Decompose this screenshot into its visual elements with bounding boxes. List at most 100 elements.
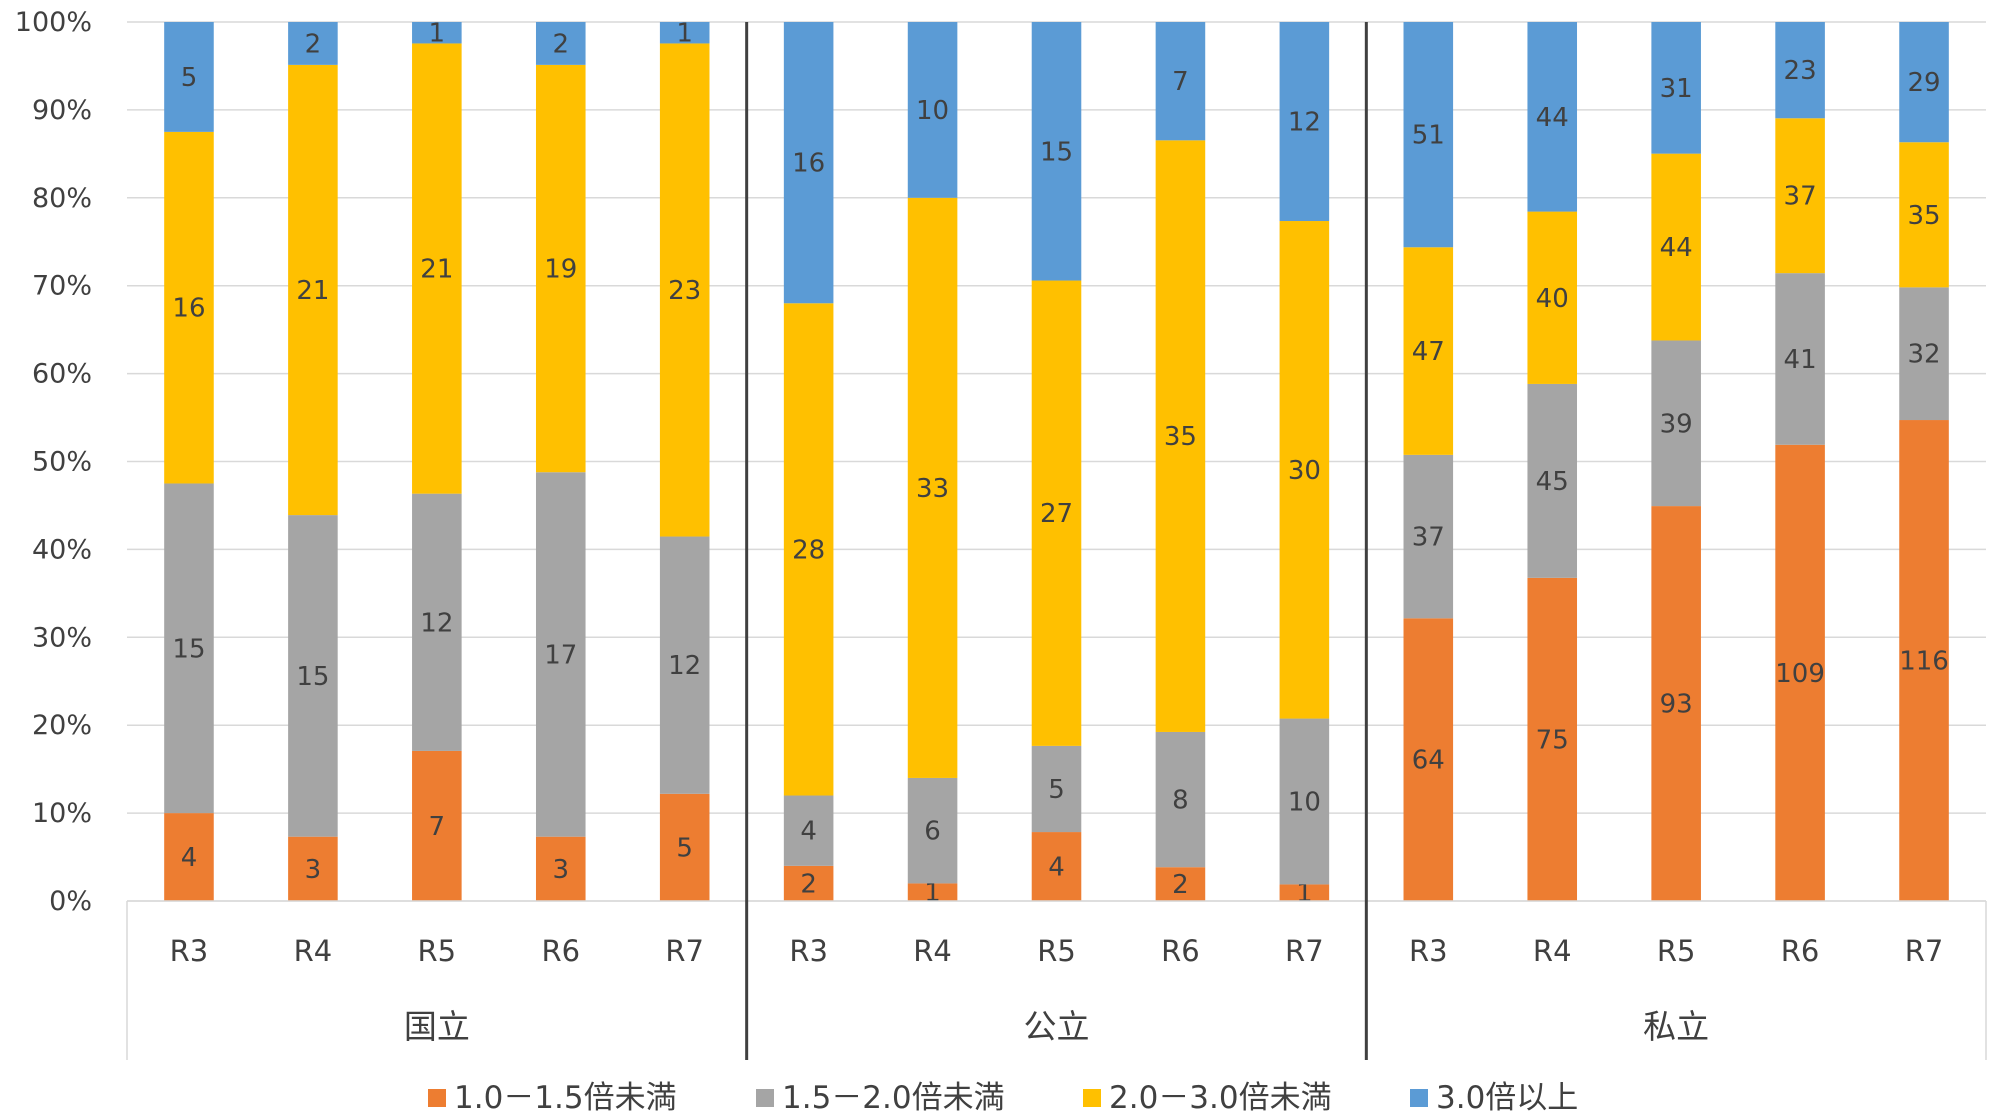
data-label: 1: [676, 19, 693, 49]
x-tick-label: R4: [913, 934, 952, 968]
segment-2-0-3-0: [164, 131, 214, 484]
segment-2-0-3-0: [1031, 280, 1082, 746]
segment-1-5-2-0: [1155, 731, 1206, 868]
data-label: 3: [552, 855, 569, 885]
x-tick-label: R4: [1533, 934, 1572, 968]
data-label: 17: [544, 640, 577, 670]
data-label: 12: [668, 651, 701, 681]
y-tick-label: 100%: [15, 7, 92, 38]
data-label: 10: [1288, 787, 1321, 817]
segment-1-0-1-5: [1155, 867, 1206, 901]
data-label: 31: [1660, 74, 1693, 104]
data-label: 116: [1899, 647, 1949, 677]
data-label: 45: [1536, 467, 1569, 497]
data-label: 51: [1412, 121, 1445, 151]
segment-2-0-3-0: [288, 64, 338, 516]
segment-3-0-plus: [1775, 22, 1825, 119]
segment-2-0-3-0: [659, 43, 710, 537]
data-label: 5: [1048, 775, 1065, 805]
data-label: 2: [800, 869, 817, 899]
segment-1-5-2-0: [288, 515, 338, 837]
data-label: 2: [552, 29, 569, 59]
group-label: 公立: [1024, 1007, 1090, 1046]
segment-1-5-2-0: [1899, 287, 1949, 421]
legend-label: 2.0－3.0倍未満: [1109, 1080, 1332, 1116]
data-label: 39: [1660, 409, 1693, 439]
segment-1-0-1-5: [659, 793, 710, 901]
y-tick-label: 30%: [32, 622, 92, 653]
y-tick-label: 50%: [32, 447, 92, 478]
legend-swatch: [428, 1089, 446, 1107]
x-tick-label: R5: [1657, 934, 1696, 968]
x-tick-label: R7: [665, 934, 704, 968]
data-label: 2: [1172, 870, 1189, 900]
segment-3-0-plus: [535, 22, 586, 65]
segment-1-5-2-0: [1403, 454, 1454, 619]
legend-label: 1.0－1.5倍未満: [454, 1080, 677, 1116]
segment-1-0-1-5: [288, 836, 338, 901]
segment-2-0-3-0: [1403, 247, 1454, 455]
data-label: 40: [1536, 284, 1569, 314]
data-label: 32: [1907, 340, 1940, 370]
data-label: 75: [1536, 725, 1569, 755]
segment-1-5-2-0: [412, 493, 462, 751]
segment-1-5-2-0: [1775, 273, 1825, 445]
data-label: 5: [676, 833, 693, 863]
segment-2-0-3-0: [535, 64, 586, 473]
x-tick-label: R5: [418, 934, 457, 968]
segment-3-0-plus: [288, 22, 338, 65]
segment-1-0-1-5: [1031, 832, 1082, 901]
segment-2-0-3-0: [907, 197, 958, 778]
segment-1-0-1-5: [1775, 444, 1825, 901]
data-label: 33: [916, 474, 949, 504]
segment-1-0-1-5: [1279, 884, 1330, 901]
segment-1-5-2-0: [659, 536, 710, 794]
segment-3-0-plus: [1403, 22, 1454, 248]
x-tick-label: R3: [789, 934, 828, 968]
data-label: 27: [1040, 499, 1073, 529]
segment-1-0-1-5: [907, 883, 958, 901]
data-label: 7: [429, 812, 446, 842]
data-label: 28: [792, 535, 825, 565]
y-tick-label: 70%: [32, 271, 92, 302]
x-tick-label: R7: [1905, 934, 1944, 968]
data-label: 1: [429, 19, 446, 49]
segment-2-0-3-0: [1279, 221, 1330, 719]
x-tick-label: R3: [1409, 934, 1448, 968]
data-label: 35: [1907, 201, 1940, 231]
x-axis: R3 R4 R5 R6 R7 国立 R3 R4 R5 R6 R7 公立 R3 R4 R5 R6 R7 私立: [126, 22, 1987, 1060]
legend-swatch: [1410, 1089, 1428, 1107]
data-label: 37: [1412, 523, 1445, 553]
segment-1-0-1-5: [1527, 577, 1578, 901]
y-tick-label: 90%: [32, 95, 92, 126]
y-tick-label: 40%: [32, 534, 92, 565]
legend-label: 1.5－2.0倍未満: [782, 1080, 1005, 1116]
segment-3-0-plus: [659, 22, 710, 44]
segment-3-0-plus: [783, 22, 834, 304]
data-label: 21: [420, 255, 453, 285]
segment-1-0-1-5: [783, 865, 834, 901]
x-tick-label: R4: [294, 934, 333, 968]
data-label: 16: [172, 294, 205, 324]
y-tick-label: 60%: [32, 359, 92, 390]
legend-swatch: [756, 1089, 774, 1107]
x-tick-label: R7: [1285, 934, 1324, 968]
data-label: 10: [916, 96, 949, 126]
data-label: 37: [1784, 182, 1817, 212]
y-tick-label: 20%: [32, 710, 92, 741]
data-label: 8: [1172, 786, 1189, 816]
y-axis: 0% 10% 20% 30% 40% 50% 60% 70% 80% 90% 100%: [15, 7, 92, 917]
data-label: 15: [1040, 137, 1073, 167]
segment-1-0-1-5: [1899, 420, 1949, 901]
data-label: 21: [296, 276, 329, 306]
data-label: 35: [1164, 422, 1197, 452]
y-tick-label: 0%: [49, 886, 92, 917]
data-label: 6: [924, 817, 941, 847]
data-label: 7: [1172, 67, 1189, 97]
segment-1-5-2-0: [907, 777, 958, 884]
segment-3-0-plus: [1527, 22, 1578, 212]
segment-2-0-3-0: [1527, 211, 1578, 384]
data-label: 29: [1907, 68, 1940, 98]
segment-1-5-2-0: [1279, 718, 1330, 885]
